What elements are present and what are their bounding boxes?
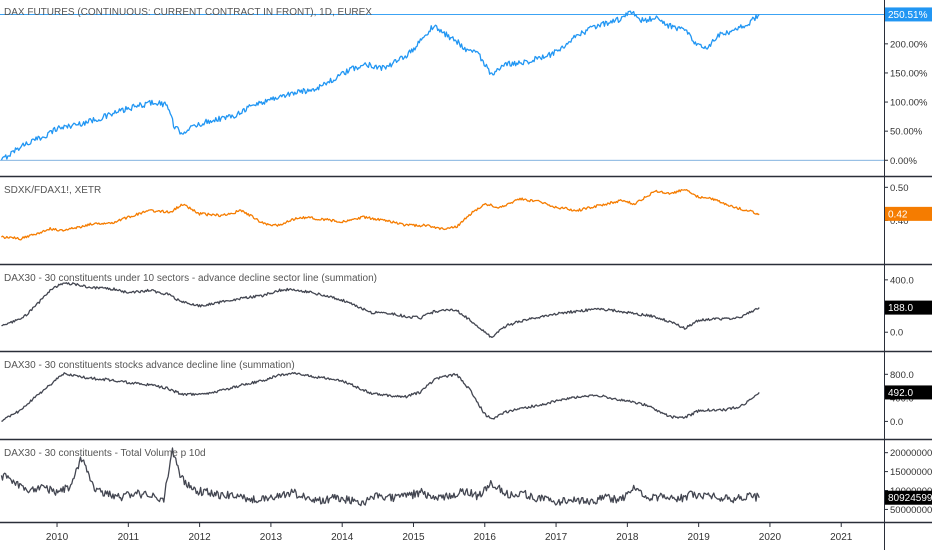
y-tick-label: 150.00% — [890, 68, 928, 79]
y-tick-label: 0.0 — [890, 328, 903, 339]
x-tick-label: 2011 — [118, 532, 140, 543]
last-value-label: 250.51% — [888, 10, 928, 21]
x-tick-label: 2021 — [830, 532, 853, 543]
y-tick-label: 50000000.0 — [890, 505, 932, 516]
pane-sdxk-fdax1: 0.40 0.50 0.42 SDXK/FDAX1!, XETR — [0, 183, 932, 241]
x-tick-label: 2020 — [759, 532, 782, 543]
pane-total-volume: 50000000.0100000000.0150000000.020000000… — [0, 447, 932, 516]
last-value-badge — [885, 490, 932, 505]
series-line — [1, 371, 760, 423]
y-tick-label: 200.00% — [890, 39, 928, 50]
pane-title: SDXK/FDAX1!, XETR — [4, 185, 101, 196]
pane-dax-futures: 0.00% 50.00% 100.00% 150.00% 200.00% 250.51% D… — [0, 7, 932, 167]
y-tick-label: 50.00% — [890, 127, 923, 138]
last-value-label: 0.42 — [888, 209, 908, 220]
time-axis: 2010 2011 2012 2013 2014 2015 2016 2017 2018 2019… — [46, 523, 853, 543]
pane-title: DAX30 - 30 constituents - Total Volume p… — [4, 448, 206, 459]
y-tick-label: 800.0 — [890, 370, 914, 381]
last-value-label: 188.0 — [888, 303, 913, 314]
pane-title: DAX30 - 30 constituents under 10 sectors… — [4, 273, 377, 284]
y-tick-label: 100.00% — [890, 98, 928, 109]
x-tick-label: 2014 — [331, 532, 354, 543]
series-line — [0, 189, 760, 241]
x-tick-label: 2016 — [474, 532, 497, 543]
last-value-badge — [885, 206, 932, 221]
y-tick-label: 200000000.0 — [890, 448, 932, 459]
series-line — [0, 10, 760, 161]
y-tick-label: 0.50 — [890, 183, 909, 194]
y-tick-label: 150000000.0 — [890, 467, 932, 478]
y-tick-label: 0.0 — [890, 417, 903, 428]
y-tick-label: 400.0 — [890, 275, 914, 286]
pane-title: DAX FUTURES (CONTINUOUS: CURRENT CONTRAC… — [4, 7, 372, 18]
x-tick-label: 2010 — [46, 532, 69, 543]
last-value-label: 80924599.4 — [888, 493, 932, 504]
y-tick-label: 0.00% — [890, 156, 917, 167]
x-tick-label: 2015 — [402, 532, 425, 543]
last-value-badge — [885, 7, 932, 22]
x-tick-label: 2018 — [616, 532, 639, 543]
last-value-label: 492.0 — [888, 388, 913, 399]
y-tick-label: 0.40 — [890, 216, 909, 227]
series-line — [1, 282, 760, 339]
last-value-badge — [885, 300, 932, 315]
x-tick-label: 2017 — [545, 532, 568, 543]
pane-title: DAX30 - 30 constituents stocks advance d… — [4, 360, 295, 371]
series-line — [0, 447, 760, 507]
x-tick-label: 2012 — [188, 532, 211, 543]
x-tick-label: 2019 — [688, 532, 711, 543]
x-tick-label: 2013 — [260, 532, 283, 543]
last-value-badge — [885, 385, 932, 400]
